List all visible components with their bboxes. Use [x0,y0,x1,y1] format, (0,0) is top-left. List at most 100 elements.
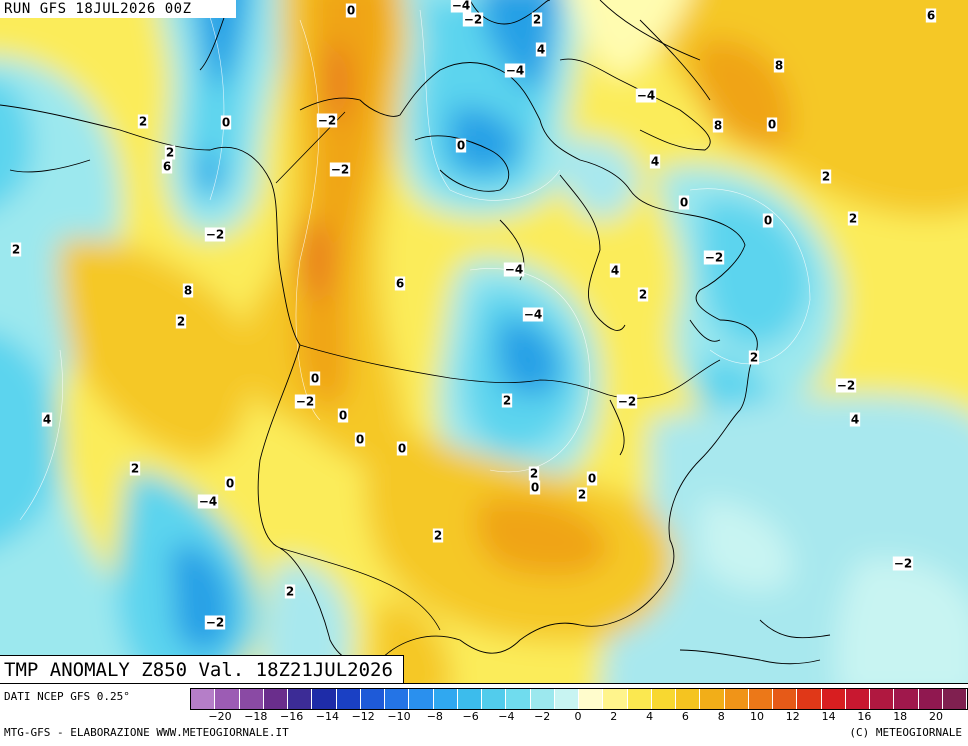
contour-label-bg [396,441,408,456]
contour-label-bg [137,114,149,129]
contour-label-bg [762,213,774,228]
contour-label-bg [529,480,541,495]
legend-swatch [627,689,652,709]
contour-label-bg [535,42,547,57]
legend-swatch [748,689,773,709]
legend-swatch [894,689,919,709]
contour-label-bg [337,408,349,423]
legend-tick: 0 [574,710,582,723]
contour-label-bg [284,584,296,599]
legend-swatch [191,689,216,709]
contour-label: 8 [714,119,722,133]
contour-label: 4 [651,155,659,169]
contour-label-bg [748,350,760,365]
legend-tick: −12 [351,710,375,723]
legend-swatch [482,689,507,709]
legend-tick: −8 [426,710,443,723]
contour-label: 4 [611,264,619,278]
legend-tick: −14 [315,710,339,723]
contour-label: −4 [637,89,655,103]
legend-tick: 14 [821,710,836,723]
contour-label-bg [345,3,357,18]
contour-label-bg [501,393,513,408]
contour-label: 2 [578,488,586,502]
legend-swatch [288,689,313,709]
contour-label: 2 [503,394,511,408]
contour-label-bg [354,432,366,447]
contour-label: 2 [750,351,758,365]
contour-label: 0 [222,116,230,130]
contour-label: 2 [12,243,20,257]
legend-swatch [918,689,943,709]
contour-label: −4 [199,495,217,509]
contour-label-bg [309,371,321,386]
run-title: RUN GFS 18JUL2026 00Z [0,0,236,18]
contour-label: −2 [206,616,224,630]
contour-label-bg [175,314,187,329]
contour-label: −2 [464,13,482,27]
legend-tick: 6 [681,710,689,723]
contour-label-bg [224,476,236,491]
anomaly-field [0,0,968,683]
contour-label: −2 [206,228,224,242]
contour-label: 2 [131,462,139,476]
legend-swatch [821,689,846,709]
contour-label: 2 [822,170,830,184]
legend-swatch [239,689,264,709]
legend-swatch [845,689,870,709]
legend-tick: 4 [646,710,654,723]
contour-label-bg [394,276,406,291]
legend-swatch [773,689,798,709]
legend-tick: −20 [208,710,232,723]
legend-tick: 2 [610,710,618,723]
contour-label-bg [329,162,351,177]
legend-tick: 16 [857,710,872,723]
contour-label: 0 [226,477,234,491]
copyright: (C) METEOGIORNALE [849,726,962,739]
contour-label: −2 [894,557,912,571]
contour-label-bg [892,556,914,571]
contour-label: 0 [588,472,596,486]
contour-label: −4 [452,0,470,13]
contour-label: 2 [533,13,541,27]
legend-swatch [263,689,288,709]
legend-swatch [506,689,531,709]
legend-ticks: −20 −18 −16 −14 −12 −10 −8 −6 −4 −2 0 2 4 6 8 10 12 14 16 1… [190,710,966,724]
contour-label-bg [678,195,690,210]
legend-swatch [579,689,604,709]
legend-tick: −4 [498,710,515,723]
legend-swatch [360,689,385,709]
legend-swatch [554,689,579,709]
legend-tick: 10 [750,710,764,723]
contour-label: 2 [849,212,857,226]
contour-label-bg [164,145,176,160]
legend-swatch [724,689,749,709]
contour-label: 6 [396,277,404,291]
legend-tick: −6 [462,710,479,723]
legend-tick: 20 [929,710,943,723]
contour-label-bg [925,8,937,23]
contour-label: 8 [184,284,192,298]
contour-label-bg [294,394,316,409]
contour-label-bg [528,466,540,481]
contour-label: 4 [537,43,545,57]
contour-label: 2 [286,585,294,599]
legend-swatch [433,689,458,709]
map-title: TMP ANOMALY Z850 Val. 18Z21JUL2026 [0,655,404,683]
legend-tick: 18 [893,710,908,723]
credits: MTG-GFS - ELABORAZIONE WWW.METEOGIORNALE… [4,726,289,739]
contour-label-bg [616,394,638,409]
legend-tick: −10 [387,710,411,723]
contour-label-bg [773,58,785,73]
contour-label: 8 [775,59,783,73]
contour-label: 2 [139,115,147,129]
contour-label: 0 [347,4,355,18]
legend-swatch [942,689,967,709]
contour-label: 0 [356,433,364,447]
contour-label: 0 [398,442,406,456]
contour-label-bg [204,615,226,630]
contour-label-bg [10,242,22,257]
legend-swatch [797,689,822,709]
contour-label: −2 [705,251,723,265]
contour-label: 0 [764,214,772,228]
